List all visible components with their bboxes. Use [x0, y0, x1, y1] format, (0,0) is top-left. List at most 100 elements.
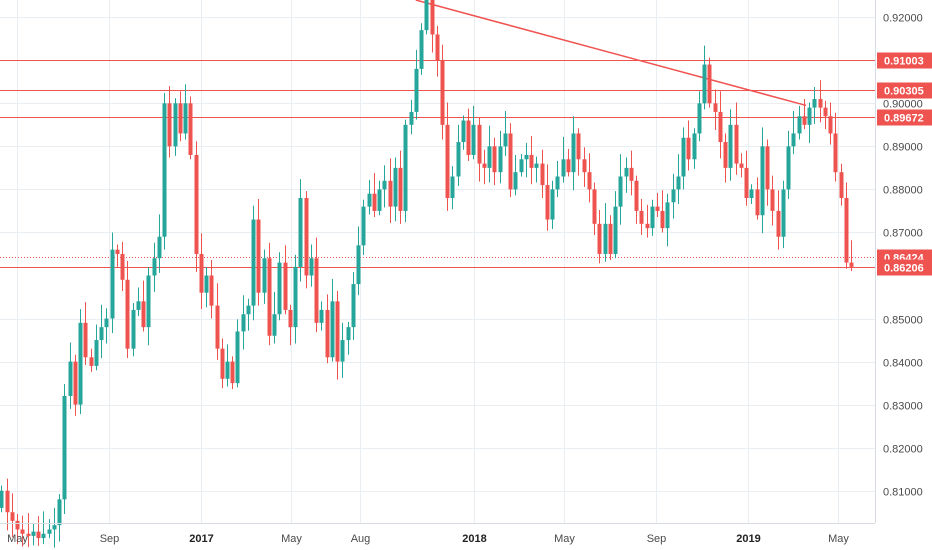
candle-body	[445, 124, 450, 199]
candle-body	[319, 309, 324, 323]
price-tick-label: 0.82000	[883, 444, 923, 456]
candle-body	[686, 137, 691, 160]
candle-body	[10, 512, 15, 521]
candle-body	[624, 167, 629, 177]
candle-body	[833, 133, 838, 173]
price-tick-label: 0.92000	[883, 13, 923, 25]
trendline-layer	[415, 0, 807, 107]
candle-body	[309, 258, 314, 276]
candle-body	[519, 159, 524, 173]
candle-body	[377, 189, 382, 211]
time-tick-label: May	[7, 533, 28, 545]
candle-body	[220, 348, 225, 379]
candle-body	[62, 396, 67, 500]
candle-body	[388, 180, 393, 207]
level-label-bg	[877, 82, 932, 99]
candle-body	[136, 301, 141, 310]
candle-body	[52, 525, 57, 530]
candle-body	[849, 262, 854, 267]
candle-body	[802, 116, 807, 125]
candle-body	[818, 99, 823, 108]
candle-body	[0, 490, 4, 508]
candle-body	[351, 284, 356, 328]
candle-body	[812, 99, 817, 108]
candle-body	[83, 322, 88, 358]
candle-body	[293, 266, 298, 328]
candle-body	[839, 172, 844, 199]
candle-body	[529, 154, 534, 168]
candle-body	[681, 137, 686, 177]
candle-body	[173, 103, 178, 147]
candle-body	[571, 133, 576, 173]
candle-body	[346, 327, 351, 341]
candle-body	[398, 167, 403, 211]
time-axis[interactable]: May Sep 2017 May Aug 2018 May Sep 2019 May	[7, 533, 849, 545]
price-tick-label: 0.89000	[883, 142, 923, 154]
candle-body	[765, 146, 770, 190]
candle-body	[744, 167, 749, 199]
candle-body	[36, 531, 41, 539]
candle-body	[487, 146, 492, 168]
time-tick-label: May	[554, 533, 575, 545]
price-tick-label: 0.90000	[883, 99, 923, 111]
candle-body	[603, 223, 608, 254]
candle-body	[178, 103, 183, 134]
candle-body	[587, 172, 592, 190]
level-label: 0.86206	[884, 263, 924, 275]
candle-body	[676, 176, 681, 190]
candle-body	[409, 111, 414, 125]
candle-body	[728, 124, 733, 168]
candle-body	[435, 34, 440, 61]
trendline	[415, 0, 807, 107]
candle-body	[47, 529, 52, 534]
candles	[0, 0, 854, 548]
candle-body	[597, 223, 602, 254]
candle-body	[524, 154, 529, 160]
candle-body	[15, 520, 20, 530]
price-tick-label: 0.81000	[883, 487, 923, 499]
candle-body	[5, 490, 10, 513]
level-label: 0.89672	[884, 113, 924, 125]
candle-body	[367, 193, 372, 207]
candle-body	[760, 146, 765, 216]
candle-body	[199, 253, 204, 293]
candle-body	[456, 142, 461, 177]
candle-body	[131, 309, 136, 349]
candle-body	[283, 262, 288, 310]
candle-body	[325, 309, 330, 358]
candle-body	[540, 163, 545, 186]
candle-body	[194, 154, 199, 254]
time-tick-label: 2018	[462, 533, 486, 545]
candle-body	[146, 275, 151, 328]
candle-body	[450, 176, 455, 199]
candle-body	[304, 198, 309, 276]
candle-body	[555, 176, 560, 190]
candle-body	[215, 305, 220, 349]
candle-body	[776, 210, 781, 237]
candle-body	[749, 189, 754, 199]
candle-body	[634, 180, 639, 211]
candle-body	[550, 189, 555, 220]
candle-body	[466, 120, 471, 155]
candle-body	[671, 189, 676, 203]
candle-body	[665, 202, 670, 229]
candle-body	[482, 163, 487, 168]
price-tick-label: 0.85000	[883, 315, 923, 327]
candle-body	[645, 223, 650, 229]
candle-body	[823, 107, 828, 117]
candle-body	[314, 258, 319, 323]
candle-body	[157, 236, 162, 259]
candle-body	[770, 189, 775, 211]
candle-body	[419, 30, 424, 69]
time-tick-label: 2019	[736, 533, 760, 545]
candle-body	[508, 133, 513, 190]
price-tick-label: 0.83000	[883, 401, 923, 413]
candle-body	[57, 499, 62, 526]
candle-body	[844, 198, 849, 263]
candle-body	[141, 301, 146, 328]
candle-body	[755, 189, 760, 216]
candle-body	[382, 180, 387, 190]
